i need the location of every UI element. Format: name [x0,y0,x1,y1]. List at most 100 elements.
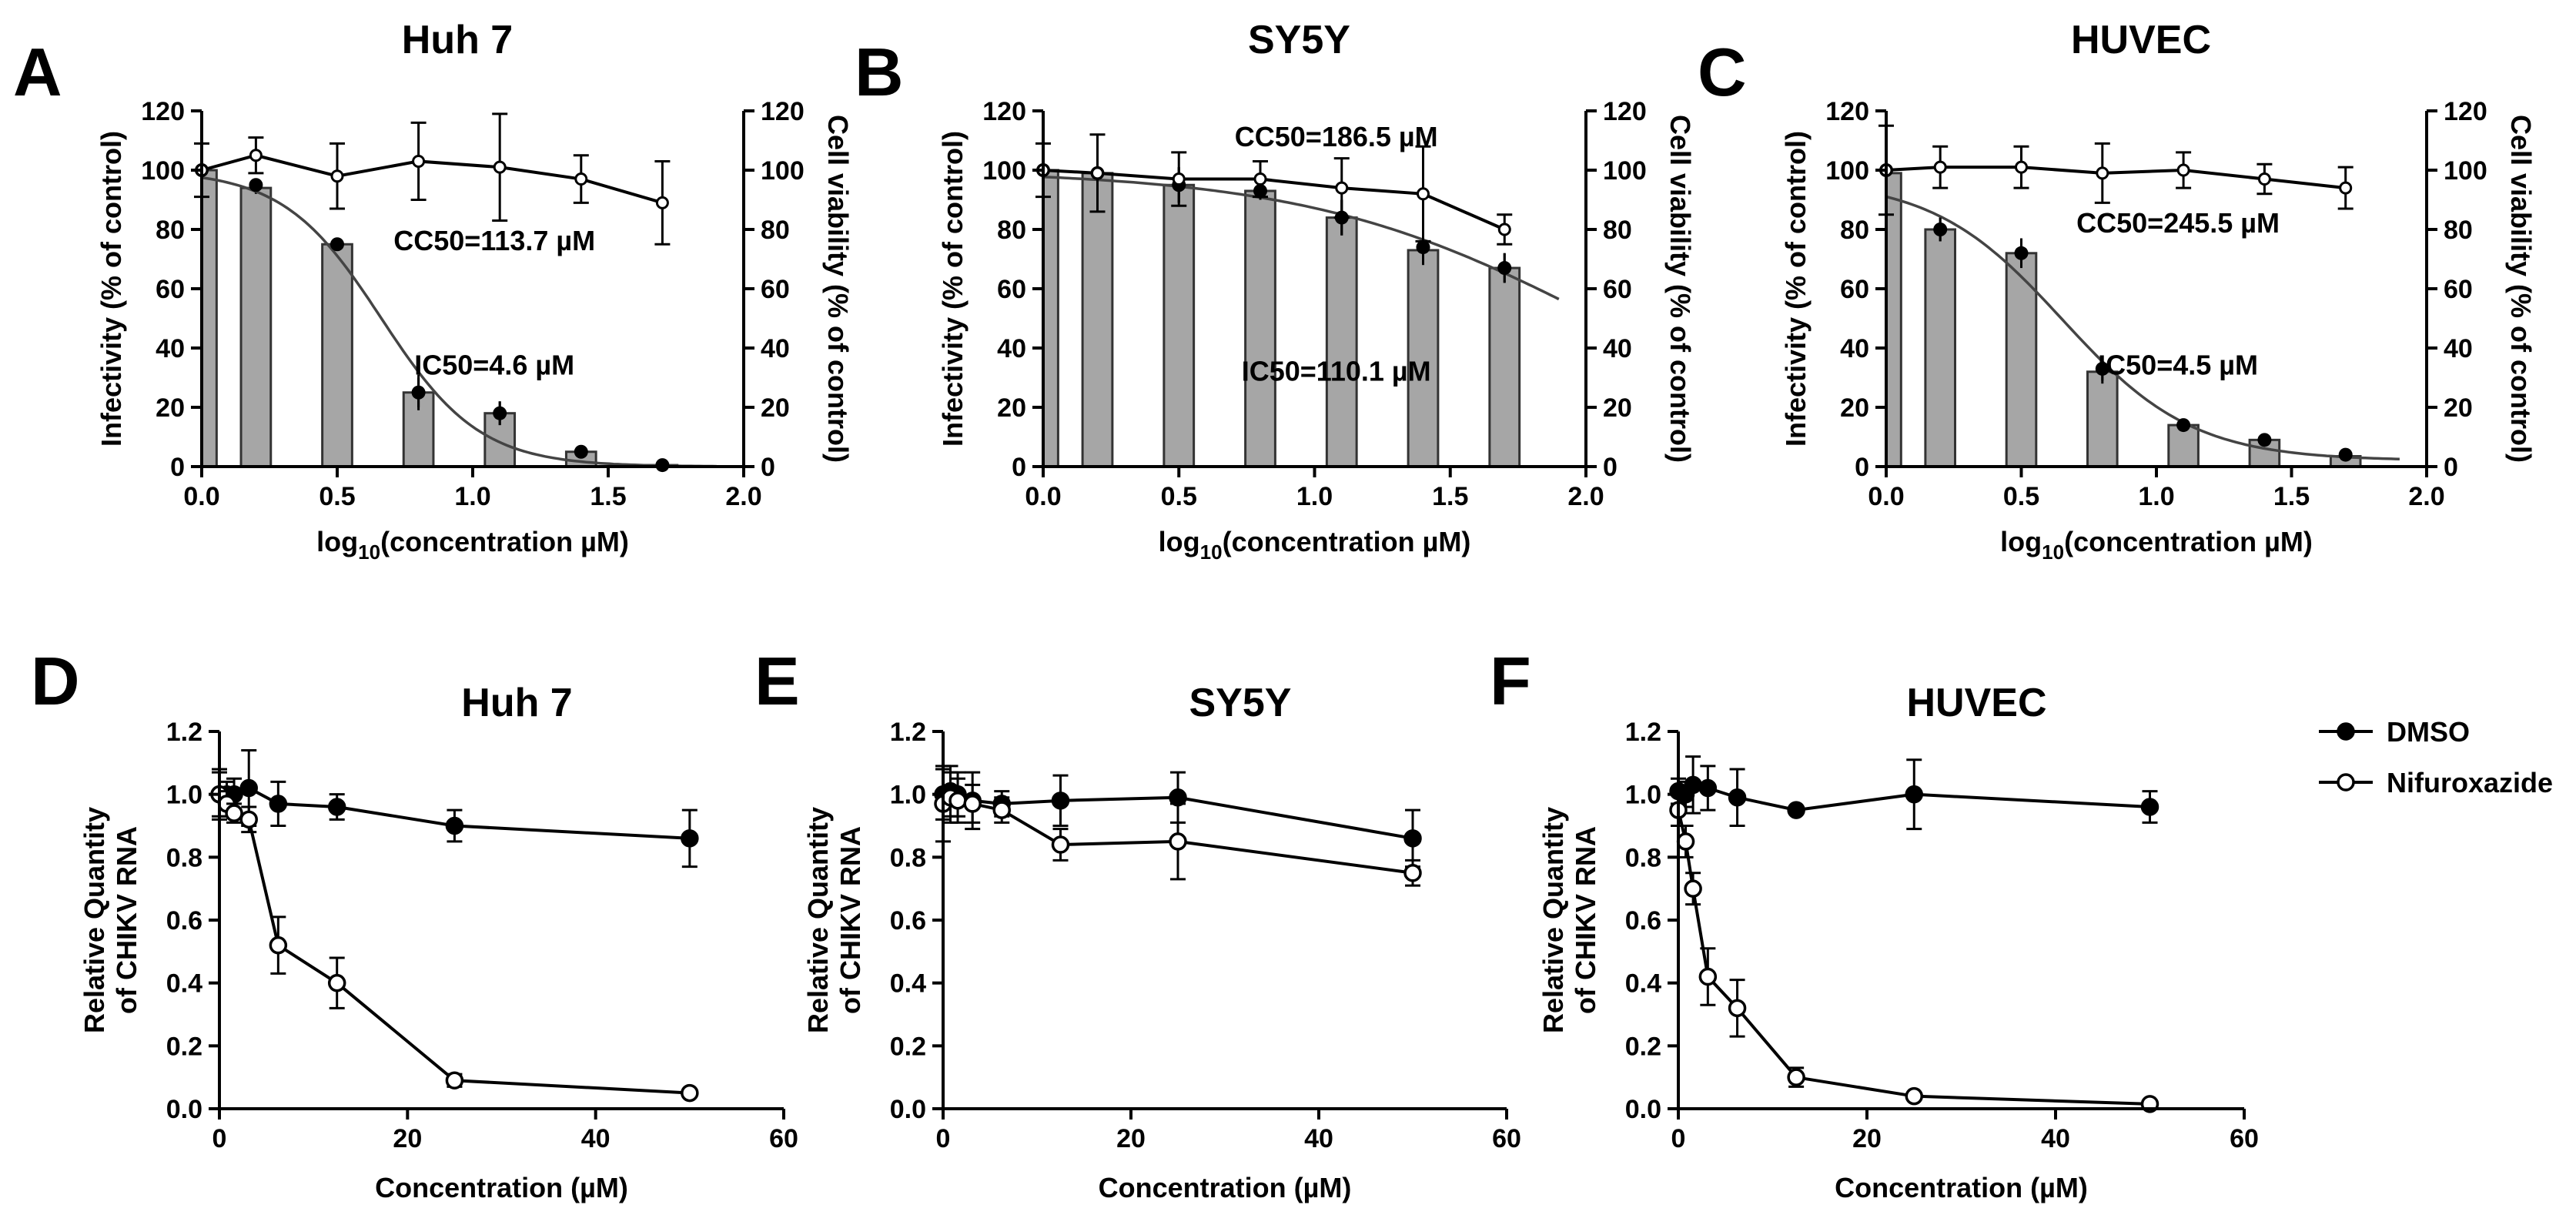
panel-letter: D [31,643,80,719]
y-tick-label-left: 60 [156,275,185,304]
panel-F: F HUVEC 0.0 0.2 0.4 0.6 0.8 1.0 1.2 0 20 40 60 Concen… [1490,643,2259,1203]
x-tick-label: 1.0 [2138,482,2174,511]
x-axis-label-log: log [2000,526,2042,557]
data-point-dmso [1905,785,1923,804]
y-tick-label-right: 80 [2444,216,2473,245]
viability-point [574,172,588,186]
x-axis-label-log: log [316,526,358,557]
y-axis-label-line1: Relative Quantity [802,807,834,1033]
y-tick-label: 0.2 [1625,1032,1661,1061]
axes [1875,109,2437,477]
y-tick-label-right: 40 [761,334,790,363]
y-tick-label-right: 40 [1603,334,1632,363]
y-tick-label-left: 100 [141,156,185,186]
x-axis-label: Concentration (µM) [375,1172,628,1203]
data-point-nifuroxazide [681,1083,699,1103]
y-tick-label: 0.6 [166,906,202,935]
x-axis-label: log10(concentration µM) [1159,526,1471,564]
bar [239,186,273,468]
x-tick-label: 40 [1304,1124,1333,1153]
panel-letter: E [754,643,800,719]
y-tick-label: 0.0 [1625,1095,1661,1124]
data-point-dmso [1403,829,1422,848]
x-tick-label: 1.5 [1432,482,1468,511]
y-tick-label: 0.8 [166,843,202,872]
viability-point [2339,181,2353,195]
y-tick-label: 0.2 [166,1032,202,1061]
y-axis-label-line2: of CHIKV RNA [111,826,142,1014]
bar [2086,370,2119,468]
legend: DMSO Nifuroxazide [2319,716,2553,798]
y-tick-label-right: 60 [2444,275,2473,304]
y-tick-label-right: 20 [761,393,790,423]
y-tick-label-right: 20 [1603,393,1632,423]
infectivity-point [330,237,344,252]
bar [1488,266,1521,468]
bar [200,169,218,468]
y-axis-label-right: Cell viability (% of control) [2505,115,2537,463]
axes [1032,109,1597,477]
y-tick-label-left: 80 [156,216,185,245]
x-tick-label: 0.0 [1868,482,1904,511]
x-tick-label: 2.0 [1567,482,1604,511]
bar [1042,169,1059,468]
y-tick-label-right: 120 [1603,97,1647,126]
y-tick-label: 1.2 [890,718,926,747]
x-tick-label: 0.0 [183,482,219,511]
infectivity-point [2257,433,2272,447]
panel-B: B SY5Y 0 0 20 20 40 40 60 60 80 80 100 100 120 120 0.0 0.… [855,18,1696,564]
infectivity-fit-curve [1885,195,2400,460]
panel-letter: B [855,34,904,110]
x-tick-label: 60 [769,1124,798,1153]
infectivity-point [574,444,588,459]
x-tick-label: 0 [1671,1124,1686,1153]
viability-point [412,154,426,168]
viability-point [1417,187,1430,201]
y-tick-label: 1.2 [166,718,202,747]
y-tick-label-left: 20 [1840,393,1869,423]
viability-point [1091,166,1104,180]
data-point-nifuroxazide [239,810,258,829]
panel-title: Huh 7 [402,18,513,62]
x-tick-label: 0 [936,1124,951,1153]
x-axis-label: log10(concentration µM) [316,526,629,564]
ic50-annotation: IC50=4.5 µM [2098,350,2258,381]
panel-letter: F [1490,643,1531,719]
viability-point [1497,223,1511,236]
cc50-annotation: CC50=186.5 µM [1235,121,1438,152]
infectivity-point [2176,418,2191,433]
y-tick-label: 0.0 [890,1095,926,1124]
y-tick-label-right: 120 [2444,97,2487,126]
x-tick-label: 40 [2041,1124,2070,1153]
x-tick-label: 2.0 [2408,482,2444,511]
x-tick-label: 40 [581,1124,611,1153]
data-point-dmso [327,798,346,816]
data-point-nifuroxazide [225,804,243,822]
data-point-dmso [681,829,699,848]
data-point-dmso [269,795,288,813]
y-tick-label-right: 120 [761,97,805,126]
x-axis-label-log: log [1159,526,1200,557]
y-tick-label-left: 80 [997,216,1026,245]
y-axis-label-line2: of CHIKV RNA [1570,826,1601,1014]
x-axis-label-subscript: 10 [358,541,380,564]
panel-title: SY5Y [1248,18,1350,62]
data-point-dmso [445,816,464,835]
y-tick-label-right: 0 [2444,453,2458,482]
bar [1407,249,1440,468]
y-tick-label-left: 120 [1825,97,1869,126]
x-tick-label: 0 [212,1124,227,1153]
data-point-dmso [1787,801,1805,819]
y-axis-label-left: Infectivity (% of control) [937,131,969,447]
x-axis-label: Concentration (µM) [1835,1172,2088,1203]
data-point-nifuroxazide [445,1071,464,1089]
y-axis-label-line2: of CHIKV RNA [835,826,866,1014]
data-point-nifuroxazide [1403,864,1422,882]
x-axis-label-rest: (concentration µM) [1223,526,1471,557]
x-tick-label: 0.0 [1025,482,1061,511]
x-axis-label: log10(concentration µM) [2000,526,2313,564]
x-tick-label: 20 [1116,1124,1146,1153]
panel-D: D Huh 7 0.0 0.2 0.4 0.6 0.8 1.0 1.2 0 20 40 60 Concen… [31,643,798,1203]
bar [1924,228,1957,468]
bar [1163,183,1196,468]
